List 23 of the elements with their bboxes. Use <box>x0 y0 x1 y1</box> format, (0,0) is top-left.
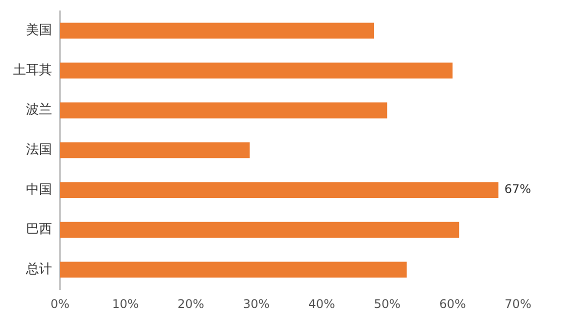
y-tick-label: 巴西 <box>26 222 52 238</box>
y-tick-label: 中国 <box>26 182 52 198</box>
y-tick-label: 土耳其 <box>13 62 52 78</box>
x-tick-label: 70% <box>504 296 532 311</box>
bar <box>60 22 374 39</box>
bar <box>60 222 460 238</box>
bar <box>60 262 407 278</box>
x-tick-label: 10% <box>112 296 139 311</box>
bar <box>60 102 388 118</box>
y-tick-label: 总计 <box>25 262 52 278</box>
y-tick-label: 法国 <box>26 142 52 158</box>
bar <box>60 182 498 198</box>
x-tick-label: 30% <box>242 296 270 311</box>
x-tick-label: 60% <box>439 296 466 311</box>
data-label: 67% <box>504 182 532 196</box>
bar <box>60 142 250 158</box>
x-tick-label: 0% <box>50 296 70 311</box>
y-tick-label: 美国 <box>26 22 52 38</box>
bar <box>60 62 453 79</box>
y-tick-label: 波兰 <box>26 102 52 118</box>
x-tick-label: 40% <box>308 296 336 311</box>
x-tick-label: 20% <box>178 296 204 311</box>
x-tick-label: 50% <box>374 296 400 311</box>
